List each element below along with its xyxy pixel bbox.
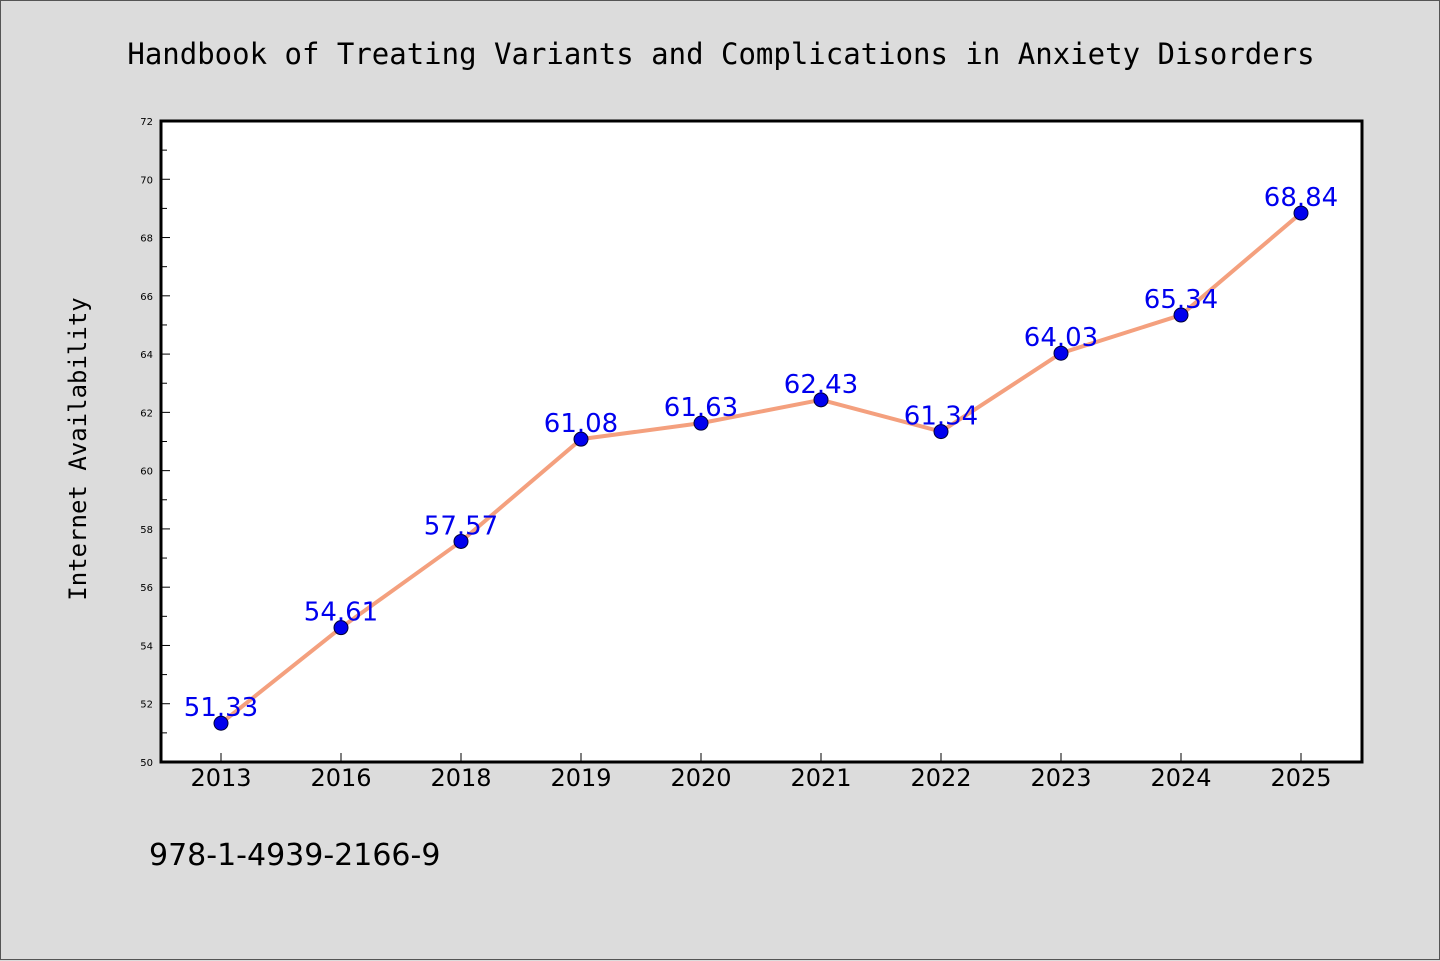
data-label: 61.34 (904, 402, 978, 432)
data-point-marker (933, 424, 949, 440)
data-point-marker (1173, 307, 1189, 323)
marker-layer (213, 205, 1309, 731)
y-tick-label: 66 (140, 292, 153, 303)
isbn-text: 978-1-4939-2166-9 (149, 838, 440, 873)
y-tick-label: 54 (140, 641, 153, 652)
x-tick-label: 2016 (310, 764, 371, 792)
x-axis: 2013 2016 2018 2019 2020 2021 2022 2023 2024 2025 (190, 753, 1332, 792)
x-tick-label: 2023 (1030, 764, 1091, 792)
series-line (219, 211, 1303, 726)
y-axis-label: Internet Availability (64, 297, 92, 600)
y-tick-label: 52 (140, 700, 153, 711)
data-point-marker (813, 392, 829, 408)
data-label: 51.33 (184, 693, 258, 723)
x-tick-label: 2020 (670, 764, 731, 792)
data-label-layer: 51.33 54.61 57.57 61.08 61.63 62.43 61.34 64.03… (184, 183, 1338, 723)
y-tick-label: 64 (140, 350, 153, 361)
data-label: 61.08 (544, 409, 618, 439)
data-point-marker (333, 620, 349, 636)
y-tick-label: 62 (140, 408, 153, 419)
x-tick-label: 2025 (1270, 764, 1331, 792)
y-tick-label: 70 (140, 175, 153, 186)
x-tick-label: 2021 (790, 764, 851, 792)
data-label: 61.63 (664, 393, 738, 423)
data-point-marker (213, 715, 229, 731)
x-tick-label: 2018 (430, 764, 491, 792)
data-label: 62.43 (784, 370, 858, 400)
y-tick-label: 58 (140, 525, 153, 536)
data-point-marker (1293, 205, 1309, 221)
data-point-marker (573, 431, 589, 447)
data-point-marker (693, 415, 709, 431)
series-layer (219, 211, 1303, 726)
data-point-marker (1053, 345, 1069, 361)
y-tick-label: 72 (140, 117, 153, 128)
data-label: 54.61 (304, 598, 378, 628)
plot-area (159, 119, 1364, 764)
x-tick-label: 2013 (190, 764, 251, 792)
data-label: 64.03 (1024, 323, 1098, 353)
data-label: 68.84 (1264, 183, 1338, 213)
chart-title: Handbook of Treating Variants and Compli… (127, 37, 1314, 71)
y-tick-label: 60 (140, 467, 153, 478)
data-label: 57.57 (424, 511, 498, 541)
x-tick-label: 2019 (550, 764, 611, 792)
y-axis: 50 52 54 56 58 60 62 64 66 68 70 72 (140, 117, 170, 769)
data-label: 65.34 (1144, 285, 1218, 315)
y-tick-label: 56 (140, 583, 153, 594)
data-point-marker (453, 533, 469, 549)
y-tick-label: 50 (140, 758, 153, 769)
x-tick-label: 2022 (910, 764, 971, 792)
x-tick-label: 2024 (1150, 764, 1211, 792)
y-tick-label: 68 (140, 234, 153, 245)
